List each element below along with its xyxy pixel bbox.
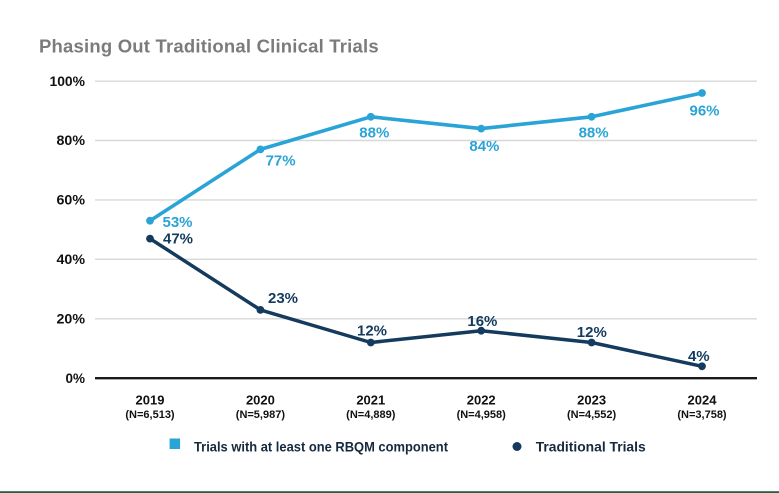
svg-text:(N=4,552): (N=4,552)	[567, 409, 617, 421]
svg-text:2022: 2022	[467, 393, 496, 408]
svg-text:12%: 12%	[577, 324, 607, 341]
svg-text:0%: 0%	[66, 371, 86, 386]
svg-text:(N=3,758): (N=3,758)	[677, 409, 727, 421]
svg-text:16%: 16%	[467, 313, 497, 330]
svg-text:40%: 40%	[57, 252, 86, 267]
svg-text:20%: 20%	[57, 312, 86, 327]
svg-text:2023: 2023	[577, 393, 606, 408]
svg-text:60%: 60%	[57, 193, 86, 208]
svg-text:96%: 96%	[689, 103, 719, 120]
svg-text:4%: 4%	[688, 348, 710, 365]
svg-text:47%: 47%	[163, 231, 193, 248]
svg-text:88%: 88%	[579, 125, 609, 142]
svg-text:100%: 100%	[50, 74, 86, 89]
svg-text:2024: 2024	[688, 393, 718, 408]
svg-text:2019: 2019	[136, 393, 165, 408]
svg-text:(N=4,889): (N=4,889)	[346, 409, 396, 421]
svg-text:88%: 88%	[359, 124, 389, 141]
svg-text:2020: 2020	[246, 393, 275, 408]
svg-text:80%: 80%	[57, 133, 86, 148]
svg-text:12%: 12%	[357, 323, 387, 340]
svg-text:84%: 84%	[469, 138, 499, 155]
svg-text:(N=6,513): (N=6,513)	[125, 409, 175, 421]
svg-text:Phasing Out Traditional Clinic: Phasing Out Traditional Clinical Trials	[39, 36, 379, 57]
svg-text:Traditional Trials: Traditional Trials	[536, 439, 646, 455]
svg-text:Trials with at least one RBQM: Trials with at least one RBQM component	[194, 439, 448, 455]
svg-text:(N=5,987): (N=5,987)	[236, 409, 286, 421]
svg-text:77%: 77%	[266, 152, 296, 169]
svg-text:2021: 2021	[356, 393, 385, 408]
svg-text:23%: 23%	[268, 290, 298, 307]
svg-text:(N=4,958): (N=4,958)	[457, 409, 507, 421]
svg-text:53%: 53%	[162, 214, 192, 231]
